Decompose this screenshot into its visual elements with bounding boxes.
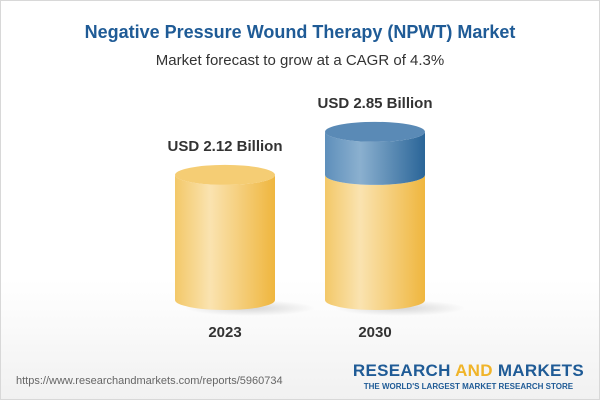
data-label: USD 2.85 Billion (317, 95, 432, 112)
cylinder-body-2023 (175, 174, 275, 310)
source-url[interactable]: https://www.researchandmarkets.com/repor… (16, 375, 283, 387)
cylinder-base-segment-2030 (325, 174, 425, 310)
category-label: 2030 (358, 324, 391, 341)
chart-title: Negative Pressure Wound Therapy (NPWT) M… (84, 22, 516, 42)
chart-subtitle: Market forecast to grow at a CAGR of 4.3… (155, 52, 445, 69)
research-and-markets-logo: RESEARCH AND MARKETS THE WORLD'S LARGEST… (352, 361, 584, 391)
category-label: 2023 (208, 324, 241, 341)
cylinder-growth-segment-2030 (325, 131, 425, 185)
data-label: USD 2.12 Billion (167, 138, 282, 155)
cylinder-top-2030 (325, 121, 425, 142)
cylinder-top-2023 (175, 164, 275, 185)
